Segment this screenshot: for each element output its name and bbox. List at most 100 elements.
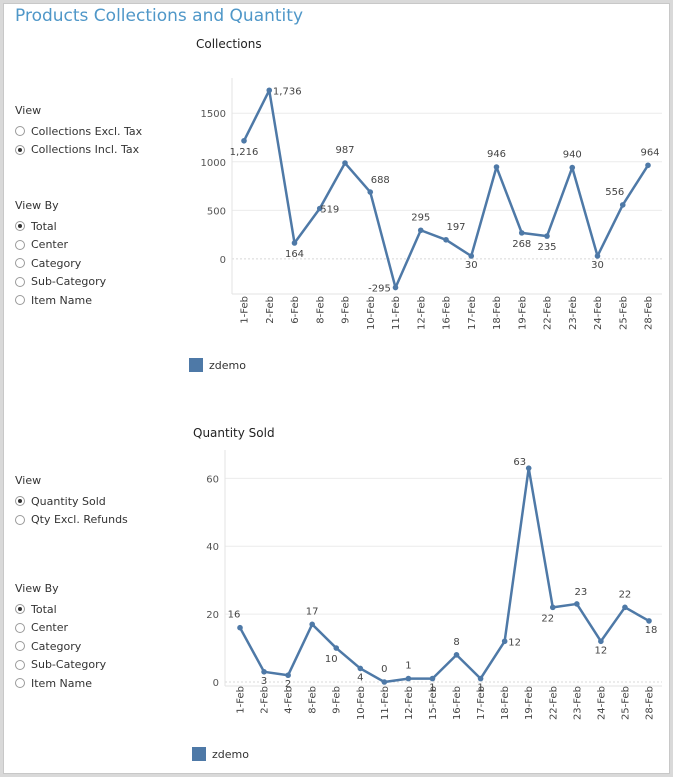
radio-option[interactable]: Quantity Sold [15,492,128,511]
radio-unchecked-icon[interactable] [15,276,25,287]
radio-option-label: Collections Excl. Tax [31,124,143,138]
collections-chart-title: Collections [196,37,262,51]
collections-data-point [342,160,348,166]
view-filter-title: View [15,474,42,487]
collections-ytick-label: 1500 [201,109,226,120]
quantity-data-point [622,604,628,611]
radio-option[interactable]: Sub-Category [15,656,106,675]
quantity-xtick-label: 2-Feb [260,686,271,714]
quantity-legend: zdemo [192,747,249,761]
radio-option-label: Item Name [31,676,92,690]
radio-unchecked-icon[interactable] [15,659,25,670]
collections-data-label: 556 [605,187,624,198]
quantity-data-point [405,675,412,682]
radio-option[interactable]: Sub-Category [15,273,106,292]
collections-data-point [241,137,247,144]
quantity-data-point [477,675,484,682]
quantity-data-point [357,665,364,672]
radio-option-label: Sub-Category [31,658,107,672]
quantity-data-point [453,652,460,658]
radio-option[interactable]: Collections Incl. Tax [15,141,142,160]
viewby-filter-title: View By [15,199,59,212]
quantity-data-point [237,624,243,631]
radio-option[interactable]: Total [15,217,106,236]
radio-option[interactable]: Qty Excl. Refunds [15,511,128,530]
quantity-xtick-label: 17-Feb [476,686,487,720]
quantity-data-point [261,669,267,675]
radio-option[interactable]: Collections Excl. Tax [15,122,142,141]
collections-xtick-label: 24-Feb [593,296,604,330]
radio-checked-icon[interactable] [15,496,25,507]
radio-checked-icon[interactable] [15,144,25,155]
collections-data-point [518,230,525,236]
collections-xtick-label: 17-Feb [467,296,478,330]
quantity-xtick-label: 12-Feb [404,686,415,720]
radio-unchecked-icon[interactable] [15,622,25,633]
radio-checked-icon[interactable] [15,604,25,615]
collections-data-label: 688 [371,175,390,186]
collections-data-point [443,236,449,243]
quantity-ytick-label: 40 [206,542,219,553]
radio-option[interactable]: Center [15,619,106,638]
collections-xtick-label: 28-Feb [644,296,655,330]
quantity-view-filter: View Quantity Sold Qty Excl. Refunds [15,474,128,529]
radio-option[interactable]: Category [15,254,106,273]
quantity-data-point [598,638,604,645]
radio-unchecked-icon[interactable] [15,239,25,250]
radio-unchecked-icon[interactable] [15,514,25,525]
quantity-data-label: 22 [541,613,554,624]
collections-data-label: 30 [465,260,478,271]
radio-checked-icon[interactable] [15,221,25,232]
radio-option[interactable]: Item Name [15,674,106,693]
quantity-data-label: 4 [357,672,363,683]
collections-data-point [569,164,576,171]
collections-data-label: 519 [320,204,339,215]
quantity-ytick-label: 0 [213,678,219,689]
collections-data-point [493,164,500,170]
radio-unchecked-icon[interactable] [15,126,25,137]
collections-data-label: 197 [446,222,465,233]
quantity-data-point [525,465,532,471]
quantity-chart-title: Quantity Sold [193,426,275,440]
radio-option[interactable]: Center [15,236,106,255]
quantity-data-label: 12 [595,645,608,656]
radio-option[interactable]: Item Name [15,291,106,310]
quantity-xtick-label: 24-Feb [596,686,607,720]
radio-unchecked-icon[interactable] [15,678,25,689]
radio-option-label: Qty Excl. Refunds [31,513,128,527]
quantity-data-point [549,604,556,611]
collections-view-filter: View Collections Excl. Tax Collections In… [15,104,142,159]
quantity-data-label: 10 [325,654,338,665]
radio-option-label: Center [31,238,69,252]
quantity-data-label: 22 [619,589,632,600]
collections-data-point [468,253,475,259]
radio-unchecked-icon[interactable] [15,258,25,269]
radio-option[interactable]: Total [15,600,106,619]
radio-option[interactable]: Category [15,637,106,656]
quantity-data-label: 2 [285,679,291,690]
quantity-data-point [574,601,580,607]
quantity-data-point [381,679,388,685]
quantity-xtick-label: 10-Feb [356,686,367,720]
radio-option-label: Center [31,621,69,635]
collections-xtick-label: 10-Feb [366,296,377,330]
quantity-xtick-label: 28-Feb [645,686,656,720]
radio-option-label: Quantity Sold [31,494,106,508]
collections-data-label: -295 [368,284,391,295]
quantity-data-point [309,621,315,628]
collections-xtick-label: 25-Feb [618,296,629,330]
quantity-data-point [285,672,291,679]
collections-data-point [392,284,399,291]
collections-data-point [266,87,273,94]
radio-unchecked-icon[interactable] [15,295,25,306]
collections-xtick-label: 2-Feb [265,296,276,324]
quantity-data-label: 1 [477,683,483,694]
quantity-data-label: 12 [508,637,521,648]
quantity-data-label: 3 [261,676,267,687]
collections-data-point [619,202,626,208]
quantity-xtick-label: 8-Feb [308,686,319,714]
collections-data-label: 164 [285,249,304,260]
radio-unchecked-icon[interactable] [15,641,25,652]
collections-data-point [291,240,298,246]
